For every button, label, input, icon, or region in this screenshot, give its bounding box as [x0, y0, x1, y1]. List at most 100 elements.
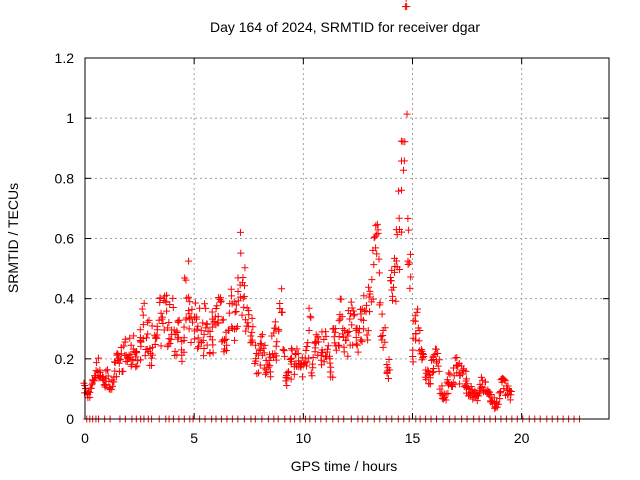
data-point [151, 340, 159, 348]
data-point [272, 342, 280, 350]
data-point [236, 228, 244, 236]
data-point [430, 365, 438, 373]
data-point [435, 367, 443, 375]
data-point [159, 319, 167, 327]
data-point [188, 305, 196, 313]
data-point [384, 375, 392, 383]
data-point [169, 294, 177, 302]
data-point [371, 233, 379, 241]
x-tick-label: 20 [514, 430, 530, 446]
data-points [80, 0, 584, 423]
data-point [327, 368, 335, 376]
y-axis-label: SRMTID / TECUs [5, 183, 21, 293]
data-point [311, 339, 319, 347]
data-point [406, 284, 414, 292]
data-point [103, 366, 111, 374]
data-point [139, 311, 147, 319]
data-point [126, 334, 134, 342]
data-point [244, 319, 252, 327]
data-point [335, 342, 343, 350]
data-point [307, 369, 315, 377]
data-point [216, 296, 224, 304]
data-point [506, 396, 514, 404]
data-point [195, 343, 203, 351]
data-point [148, 354, 156, 362]
data-point [278, 285, 286, 293]
data-point [445, 381, 453, 389]
data-point [203, 320, 211, 328]
data-point [405, 0, 407, 2]
data-point [180, 337, 188, 345]
data-point [185, 257, 193, 265]
data-point [378, 310, 386, 318]
data-point [307, 314, 315, 322]
data-point [443, 376, 451, 384]
data-point [234, 288, 242, 296]
data-point [183, 294, 191, 302]
data-point [305, 304, 313, 312]
data-point [234, 297, 242, 305]
data-point [139, 335, 147, 343]
data-point [362, 301, 370, 309]
data-point [132, 353, 140, 361]
data-point [117, 350, 125, 358]
data-point [270, 329, 278, 337]
data-point [373, 220, 381, 228]
data-point [404, 215, 412, 223]
data-point [225, 309, 233, 317]
data-point [232, 301, 240, 309]
data-point [432, 345, 440, 353]
data-point [222, 335, 230, 343]
data-point [104, 372, 112, 380]
data-point [191, 299, 199, 307]
data-point [322, 332, 330, 340]
data-point [238, 311, 246, 319]
data-point [239, 274, 247, 282]
data-point [404, 260, 412, 268]
data-point [377, 332, 385, 340]
data-point [261, 370, 269, 378]
data-point [110, 358, 118, 366]
data-point [354, 348, 362, 356]
data-point [165, 335, 173, 343]
data-point [477, 373, 485, 381]
data-point [359, 316, 367, 324]
data-point [134, 357, 142, 365]
data-point [210, 317, 218, 325]
data-point [399, 138, 407, 146]
data-point [132, 347, 140, 355]
data-point [222, 346, 230, 354]
data-point [305, 354, 313, 362]
data-point [453, 354, 461, 362]
data-point [403, 2, 411, 10]
data-point [261, 341, 269, 349]
data-point [227, 285, 235, 293]
data-point [180, 323, 188, 331]
data-point [191, 335, 199, 343]
data-point [110, 378, 118, 386]
data-point [435, 356, 443, 364]
data-point [376, 299, 384, 307]
data-point [366, 308, 374, 316]
data-point [144, 318, 152, 326]
y-tick-label: 1.2 [55, 50, 75, 66]
data-point [115, 354, 123, 362]
data-point [200, 330, 208, 338]
data-point [166, 300, 174, 308]
x-tick-label: 0 [81, 430, 89, 446]
data-point [294, 349, 302, 357]
data-point [166, 339, 174, 347]
data-point [102, 381, 110, 389]
data-point [186, 298, 194, 306]
data-point [249, 323, 257, 331]
data-point [355, 329, 363, 337]
data-point [410, 317, 418, 325]
data-point [268, 332, 276, 340]
data-point [407, 273, 415, 281]
data-point [489, 397, 497, 405]
data-point [196, 304, 204, 312]
data-point [392, 257, 400, 265]
data-point [405, 259, 413, 267]
data-point [287, 375, 295, 383]
